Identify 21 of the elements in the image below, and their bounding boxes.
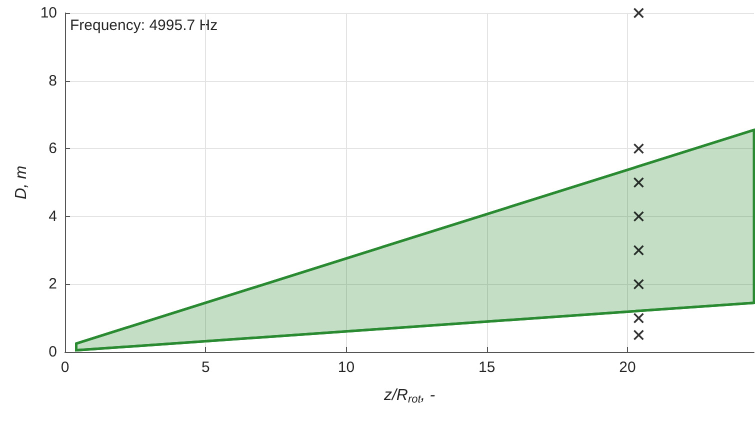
y-tick-label: 2 bbox=[48, 276, 57, 293]
y-axis-title: D, m bbox=[12, 166, 30, 200]
x-tick-label: 15 bbox=[478, 359, 496, 376]
point bbox=[633, 278, 644, 290]
y-tick-label: 4 bbox=[48, 208, 57, 225]
point bbox=[633, 312, 644, 324]
y-tick-label: 6 bbox=[48, 140, 57, 158]
point bbox=[633, 8, 644, 18]
y-tick-label: 10 bbox=[40, 4, 57, 22]
point bbox=[633, 177, 644, 188]
point bbox=[633, 211, 644, 222]
x-tick-label: 5 bbox=[201, 359, 210, 376]
x-tick-label: 10 bbox=[338, 359, 355, 376]
y-tick-label: 0 bbox=[48, 344, 57, 360]
point bbox=[633, 244, 644, 256]
point bbox=[633, 143, 644, 154]
annotation: Frequency: 4995.7 Hz bbox=[70, 17, 218, 34]
y-tick-label: 8 bbox=[48, 72, 57, 90]
x-tick-label: 0 bbox=[60, 359, 70, 376]
point bbox=[633, 330, 644, 340]
x-tick-label: 20 bbox=[619, 359, 636, 376]
